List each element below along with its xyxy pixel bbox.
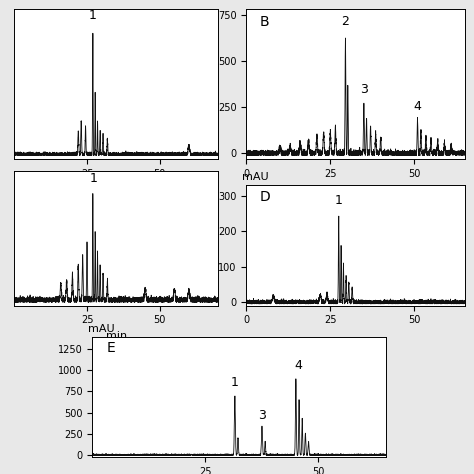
X-axis label: min: min <box>106 331 127 341</box>
Text: D: D <box>260 190 270 204</box>
Text: 4: 4 <box>414 100 421 113</box>
Text: 1: 1 <box>335 194 343 207</box>
Text: 3: 3 <box>258 409 266 422</box>
X-axis label: min: min <box>106 184 127 194</box>
Text: mAU: mAU <box>88 324 114 334</box>
Text: mAU: mAU <box>242 173 268 182</box>
Text: 1: 1 <box>89 9 97 22</box>
Text: 1: 1 <box>231 376 239 389</box>
Text: 3: 3 <box>360 83 368 96</box>
Text: B: B <box>260 16 269 29</box>
Text: 4: 4 <box>294 359 302 372</box>
Text: 2: 2 <box>341 15 349 28</box>
Text: E: E <box>107 341 116 356</box>
Text: 1: 1 <box>90 172 97 185</box>
